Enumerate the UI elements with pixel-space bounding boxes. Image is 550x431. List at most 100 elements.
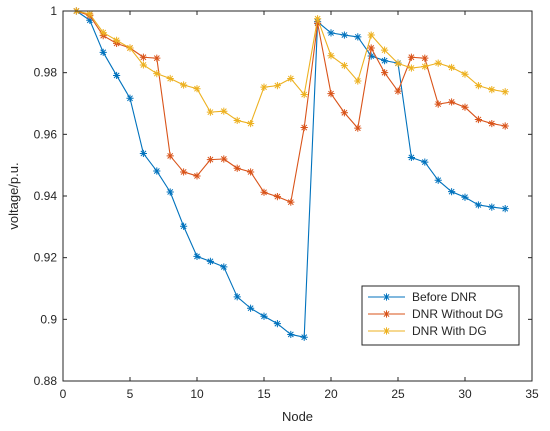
data-point-marker	[139, 61, 147, 69]
data-point-marker	[206, 108, 214, 116]
data-point-marker	[394, 59, 402, 68]
data-point-marker	[220, 107, 228, 115]
data-point-marker	[407, 53, 415, 61]
data-point-marker	[126, 44, 134, 52]
data-point-marker	[488, 86, 496, 94]
data-point-marker	[381, 57, 389, 65]
data-point-marker	[153, 167, 161, 175]
data-point-marker	[340, 31, 348, 39]
data-point-marker	[407, 153, 415, 162]
data-point-marker	[488, 203, 496, 211]
y-axis-label: voltage/p.u.	[6, 162, 21, 229]
data-point-marker	[354, 124, 362, 132]
legend-item: DNR Without DG	[368, 307, 503, 321]
data-point-marker	[394, 87, 402, 95]
data-point-marker	[354, 33, 362, 41]
data-point-marker	[233, 116, 241, 125]
data-point-marker	[260, 188, 268, 196]
legend-label: DNR With DG	[412, 324, 487, 338]
y-tick-label: 0.9	[40, 312, 57, 326]
data-point-marker	[220, 155, 228, 163]
data-point-marker	[434, 59, 442, 67]
data-point-marker	[327, 90, 335, 98]
data-point-marker	[139, 149, 147, 158]
data-point-marker	[367, 44, 375, 52]
data-point-marker	[314, 19, 322, 27]
data-point-marker	[434, 100, 442, 108]
data-point-marker	[421, 54, 429, 62]
data-point-marker	[166, 74, 174, 83]
data-point-marker	[287, 74, 295, 83]
data-point-marker	[327, 52, 335, 60]
legend-marker	[382, 327, 391, 335]
data-point-marker	[153, 69, 161, 78]
data-point-marker	[461, 193, 469, 201]
legend-label: DNR Without DG	[412, 307, 503, 321]
data-point-marker	[434, 176, 442, 184]
x-tick-label: 15	[257, 387, 271, 401]
data-point-marker	[300, 333, 308, 341]
y-tick-label: 0.98	[34, 66, 58, 80]
data-point-marker	[501, 205, 509, 213]
y-tick-label: 0.94	[34, 189, 58, 203]
data-point-marker	[461, 70, 469, 78]
data-point-marker	[448, 188, 456, 196]
axis-ticks: 0 5 10 15 20 25 30 35 0.88 0.9 0.92 0.94 0.96 0.98 1	[34, 4, 539, 401]
x-tick-label: 35	[525, 387, 539, 401]
data-point-marker	[461, 103, 469, 111]
data-point-marker	[287, 198, 295, 206]
data-point-marker	[180, 81, 188, 89]
data-point-marker	[501, 122, 509, 130]
data-point-marker	[260, 312, 268, 320]
data-point-marker	[206, 156, 214, 164]
data-point-marker	[367, 52, 375, 60]
data-point-marker	[166, 188, 174, 196]
data-point-marker	[474, 115, 482, 124]
y-tick-label: 0.88	[34, 374, 58, 388]
data-point-marker	[247, 119, 255, 128]
data-point-marker	[421, 62, 429, 71]
data-point-marker	[233, 293, 241, 301]
series-group	[72, 7, 509, 341]
data-point-marker	[287, 330, 295, 339]
data-point-marker	[113, 36, 121, 44]
data-point-marker	[273, 320, 281, 328]
data-point-marker	[381, 46, 389, 54]
data-point-marker	[273, 193, 281, 201]
data-point-marker	[340, 61, 348, 70]
data-point-marker	[421, 158, 429, 166]
data-point-marker	[99, 48, 107, 56]
series-layer	[72, 7, 509, 341]
data-point-marker	[220, 263, 228, 271]
data-point-marker	[193, 85, 201, 93]
legend-marker	[382, 293, 391, 301]
legend-item: DNR With DG	[368, 324, 487, 338]
data-point-marker	[501, 88, 509, 96]
x-axis-label: Node	[282, 409, 313, 424]
data-point-marker	[99, 28, 107, 37]
y-tick-label: 1	[50, 4, 57, 18]
legend-marker	[382, 310, 391, 318]
data-point-marker	[488, 119, 496, 128]
data-point-marker	[381, 69, 389, 77]
data-point-marker	[300, 90, 308, 99]
data-point-marker	[86, 10, 94, 18]
data-point-marker	[448, 63, 456, 72]
x-tick-label: 20	[324, 387, 338, 401]
data-point-marker	[474, 201, 482, 209]
data-point-marker	[354, 77, 362, 85]
data-point-marker	[180, 168, 188, 176]
data-point-marker	[273, 82, 281, 90]
data-point-marker	[193, 172, 201, 180]
data-point-marker	[113, 71, 121, 80]
data-point-marker	[340, 109, 348, 117]
data-point-marker	[86, 16, 94, 24]
y-tick-label: 0.92	[34, 251, 58, 265]
legend-label: Before DNR	[412, 290, 477, 304]
data-point-marker	[247, 168, 255, 176]
data-point-marker	[126, 94, 134, 102]
data-point-marker	[300, 123, 308, 132]
data-point-marker	[247, 304, 255, 312]
